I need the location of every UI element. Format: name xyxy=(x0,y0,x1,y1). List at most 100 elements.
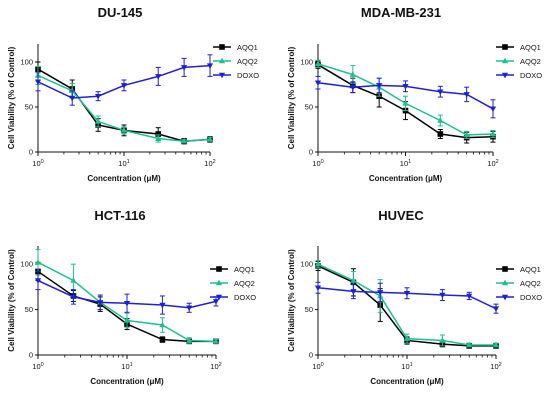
legend-marker xyxy=(219,44,225,50)
data-point xyxy=(181,65,188,71)
legend-marker xyxy=(501,294,509,301)
data-point xyxy=(212,338,220,344)
data-point xyxy=(492,341,500,348)
data-point xyxy=(466,341,473,348)
data-point xyxy=(489,106,497,113)
x-axis-label: Concentration (μM) xyxy=(370,377,444,386)
data-point xyxy=(314,285,322,292)
data-point xyxy=(181,137,188,144)
data-point xyxy=(349,84,356,91)
data-point xyxy=(314,260,322,267)
x-tick-label: 101 xyxy=(401,362,412,371)
x-tick-label: 100 xyxy=(312,362,323,371)
data-point xyxy=(123,317,131,323)
series-doxo xyxy=(314,75,497,119)
x-axis-label: Concentration (μM) xyxy=(369,174,443,183)
legend-label: AQQ1 xyxy=(234,265,255,274)
y-axis-label: Cell Viability (% of Control) xyxy=(7,46,16,149)
series-doxo xyxy=(34,270,220,315)
data-point xyxy=(155,135,162,141)
data-point xyxy=(120,127,128,133)
y-tick-label: 0 xyxy=(309,351,313,360)
data-point xyxy=(159,302,166,309)
data-point xyxy=(120,83,128,89)
data-point xyxy=(349,71,356,77)
data-point xyxy=(34,79,42,86)
panel-3: HUVEC 0 50 100 100 101 102 Concentration (μM) Ce… xyxy=(287,208,542,386)
legend-marker xyxy=(215,294,223,301)
legend-label: AQQ1 xyxy=(520,265,541,274)
y-tick-label: 50 xyxy=(25,305,33,314)
x-tick-label: 102 xyxy=(487,159,498,168)
series-doxo xyxy=(314,281,500,314)
data-point xyxy=(186,305,193,312)
data-point xyxy=(70,277,77,283)
legend-marker xyxy=(216,266,222,272)
data-point xyxy=(439,292,446,299)
legend-label: AQQ2 xyxy=(237,57,258,66)
y-tick-label: 100 xyxy=(300,260,313,269)
data-point xyxy=(70,294,77,301)
data-point xyxy=(403,290,411,297)
y-tick-label: 0 xyxy=(29,148,33,157)
panel-title: HUVEC xyxy=(378,208,424,223)
series-aqq2 xyxy=(34,66,214,144)
x-tick-label: 102 xyxy=(204,159,215,168)
x-tick-label: 101 xyxy=(121,362,132,371)
data-point xyxy=(489,130,497,137)
legend-marker xyxy=(218,57,226,64)
data-point xyxy=(402,84,409,90)
x-axis-label: Concentration (μM) xyxy=(90,377,164,386)
legend-label: AQQ1 xyxy=(237,43,258,52)
data-point xyxy=(159,336,166,343)
data-point xyxy=(463,92,470,98)
x-tick-label: 101 xyxy=(118,159,129,168)
y-axis-label: Cell Viability (% of Control) xyxy=(287,249,296,352)
x-tick-label: 100 xyxy=(32,362,43,371)
legend-label: AQQ2 xyxy=(520,57,541,66)
y-tick-label: 100 xyxy=(20,260,33,269)
data-point xyxy=(212,299,220,305)
series-aqq2 xyxy=(314,260,500,348)
legend-marker xyxy=(502,44,508,50)
legend-marker xyxy=(502,266,508,272)
legend-label: AQQ2 xyxy=(520,279,541,288)
data-point xyxy=(34,278,42,284)
panel-title: HCT-116 xyxy=(94,208,145,223)
data-point xyxy=(206,63,214,69)
y-tick-label: 50 xyxy=(25,103,33,112)
data-point xyxy=(97,300,104,306)
legend-marker xyxy=(501,279,509,286)
data-point xyxy=(376,83,383,89)
legend-label: DOXO xyxy=(237,71,259,80)
data-point xyxy=(186,337,193,343)
data-point xyxy=(350,289,357,295)
data-point xyxy=(439,337,446,343)
x-tick-label: 102 xyxy=(210,362,221,371)
legend-label: AQQ1 xyxy=(520,43,541,52)
y-tick-label: 0 xyxy=(309,148,313,157)
data-point xyxy=(314,80,322,87)
data-point xyxy=(466,293,473,300)
data-point xyxy=(155,74,162,80)
panel-2: HCT-116 0 50 100 100 101 102 Concentration (μM)… xyxy=(7,208,256,386)
x-tick-label: 100 xyxy=(32,159,43,168)
data-point xyxy=(34,258,42,265)
data-point xyxy=(95,93,102,100)
x-tick-label: 101 xyxy=(400,159,411,168)
data-point xyxy=(350,277,357,283)
y-tick-label: 100 xyxy=(20,58,33,67)
data-point xyxy=(377,290,384,296)
panel-title: DU-145 xyxy=(98,5,143,20)
legend-marker xyxy=(218,72,226,79)
y-tick-label: 50 xyxy=(305,103,313,112)
data-point xyxy=(95,118,102,124)
legend-marker xyxy=(501,57,509,64)
y-axis-label: Cell Viability (% of Control) xyxy=(7,249,16,352)
legend-label: DOXO xyxy=(520,71,542,80)
legend-marker xyxy=(215,279,223,286)
data-point xyxy=(69,95,76,102)
data-point xyxy=(123,300,131,307)
legend-label: DOXO xyxy=(520,293,542,302)
